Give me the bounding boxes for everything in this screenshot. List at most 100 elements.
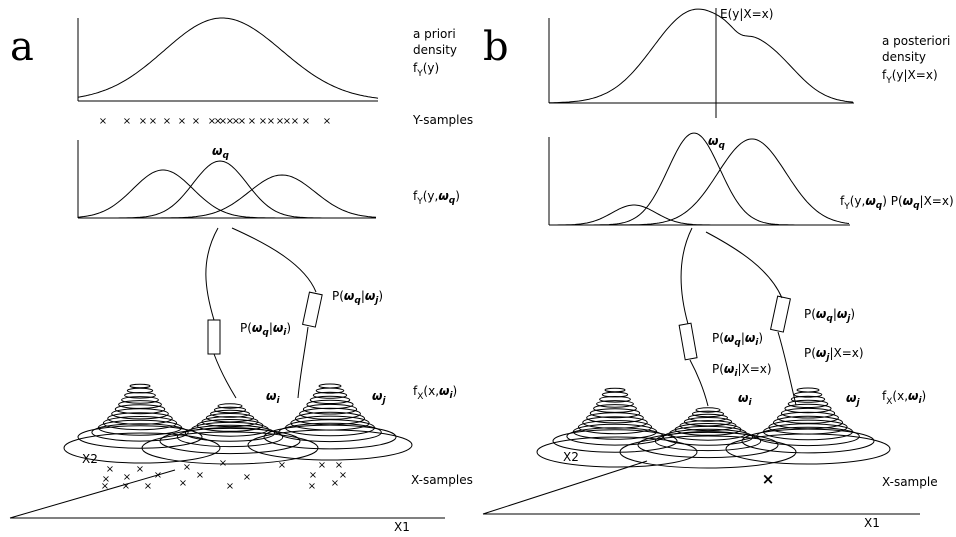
left-stack-contour: [114, 404, 166, 415]
x-sample-marker: ×: [179, 478, 187, 489]
omega-q-label-b: ωq: [708, 134, 725, 151]
left-stack-contour: [107, 412, 173, 425]
x-sample-marker: ×: [762, 470, 775, 488]
p-j-given-x-label: P(ωj|X=x): [804, 346, 864, 363]
left-stack-contour: [126, 387, 154, 394]
x-sample-marker: ×: [183, 462, 191, 473]
x-sample-marker: ×: [318, 460, 326, 471]
middle-stack-b-contour: [691, 410, 725, 418]
weighted-fn-label: fY(y,ωq) P(ωq|X=x): [840, 194, 954, 212]
left-stack-b-contour: [552, 429, 678, 453]
p-q-given-i-label: P(ωq|ωi): [240, 321, 291, 338]
left-stack-b-contour: [593, 404, 637, 413]
transition-box-qj: [302, 291, 323, 328]
x-sample-marker: ×: [331, 478, 339, 489]
mixture-components-plot: [77, 140, 377, 219]
y-sample-marker: ×: [259, 116, 267, 127]
x2-axis: [9, 469, 176, 519]
left-stack-contour: [129, 383, 151, 389]
panel-b-letter: b: [483, 24, 509, 70]
x-sample-marker: ×: [154, 470, 162, 481]
prior-label-line1: a priori: [413, 27, 456, 41]
y-sample-marker: ×: [232, 116, 240, 127]
x-density-fn-label-b: fX(x,ωi): [882, 389, 926, 407]
transition-wires: [205, 227, 323, 399]
omega-j-label-b: ωj: [846, 391, 860, 408]
y-sample-marker: ×: [139, 116, 147, 127]
x-sample-marker: ×: [101, 481, 109, 492]
y-sample-marker: ×: [219, 116, 227, 127]
left-stack-contour: [121, 396, 159, 404]
middle-stack-contour: [159, 427, 301, 455]
x-sample-marker: ×: [243, 472, 251, 483]
x2-label-b: X2: [563, 450, 579, 464]
component-curve-middle: [78, 160, 376, 219]
x-samples-label: X-samples: [411, 473, 473, 487]
p-q-given-i-label-b: P(ωq|ωi): [712, 331, 763, 348]
omega-q-label: ωq: [212, 144, 229, 161]
middle-stack-b-contour: [637, 431, 779, 459]
wire-i-upper-b: [680, 227, 693, 325]
x-density-contours-b: [536, 387, 891, 469]
weighted-curve-left: [549, 204, 849, 226]
x-sample-marker: ×: [106, 464, 114, 475]
component-curve-right: [78, 174, 377, 219]
p-i-given-x-label: P(ωi|X=x): [712, 362, 772, 379]
x-sample-marker: ×: [123, 472, 131, 483]
middle-stack-contour: [196, 419, 264, 432]
right-stack-contour: [295, 411, 365, 426]
base-ellipse-left: [63, 432, 221, 464]
middle-stack-b-contour: [662, 428, 754, 446]
right-stack-b-contour: [784, 403, 832, 414]
left-stack-b-contour: [577, 420, 653, 435]
x-samples-scatter: × × × × × × ×× × × × × × ×× × × × × ××: [101, 458, 347, 492]
left-stack-contour: [102, 416, 178, 431]
y-sample-marker: ×: [238, 116, 246, 127]
right-stack-b-contour: [773, 415, 843, 430]
x-sample-marker: ×: [219, 458, 227, 469]
left-stack-contour: [77, 425, 203, 449]
middle-stack-contour: [217, 403, 243, 409]
middle-stack-b-contour: [695, 407, 721, 413]
x-sample-marker: ×: [278, 460, 286, 471]
left-stack-b-contour: [582, 416, 648, 429]
base-ellipse-middle-b: [619, 435, 797, 469]
wire-i-lower-b: [689, 359, 709, 407]
weighted-components-plot: [548, 132, 850, 226]
middle-stack-contour: [201, 416, 259, 428]
y-sample-marker: ×: [214, 116, 222, 127]
x-sample-marker: ×: [335, 460, 343, 471]
y-sample-marker: ×: [291, 116, 299, 127]
posterior-label-line2: density: [882, 50, 926, 64]
left-stack-b-contour: [572, 423, 658, 440]
right-stack-b-contour: [787, 399, 829, 408]
y-sample-marker: ×: [267, 116, 275, 127]
left-stack-contour: [97, 419, 183, 436]
x-sample-marker: ×: [122, 481, 130, 492]
right-stack-contour: [306, 399, 354, 410]
middle-stack-b-contour: [688, 413, 728, 422]
posterior-label-line1: a posteriori: [882, 34, 950, 48]
x-sample-label: X-sample: [882, 475, 938, 489]
y-sample-marker: ×: [226, 116, 234, 127]
wire-j-lower: [297, 326, 309, 399]
right-stack-b-contour: [790, 395, 826, 403]
y-sample-marker: ×: [248, 116, 256, 127]
middle-stack-contour: [213, 406, 247, 414]
transition-box-qi-b: [678, 322, 698, 361]
x2-axis-b: [482, 460, 648, 515]
x2-label: X2: [82, 452, 98, 466]
y-samples-label: Y-samples: [412, 113, 473, 127]
transition-wires-b: [678, 227, 797, 407]
transition-box-qi: [207, 319, 221, 355]
x-sample-marker: ×: [309, 470, 317, 481]
right-stack-contour: [309, 395, 351, 404]
omega-j-label: ωj: [372, 389, 386, 406]
y-sample-marker: ×: [276, 116, 284, 127]
y-sample-marker: ×: [302, 116, 310, 127]
wire-j-lower-b: [777, 331, 797, 406]
wire-j-upper-b: [705, 231, 783, 299]
y-sample-marker: ×: [192, 116, 200, 127]
omega-i-label: ωi: [266, 389, 280, 406]
